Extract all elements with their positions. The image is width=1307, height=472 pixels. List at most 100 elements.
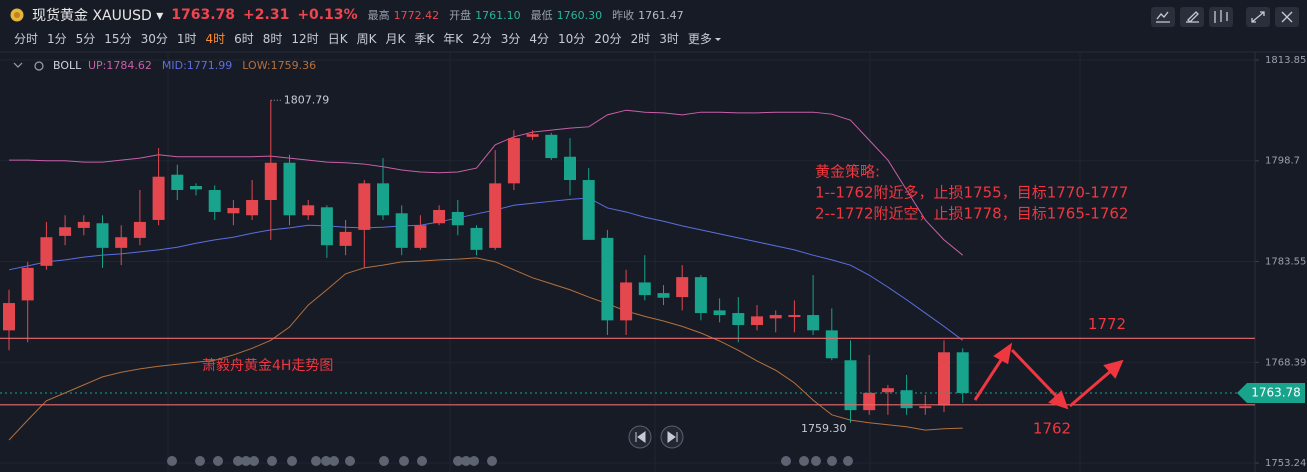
candle-body <box>657 293 670 298</box>
header: 现货黄金 XAUUSD ▾ 1763.78 +2.31 +0.13% 最高 177… <box>10 4 684 26</box>
legend-entry: MID:1771.99 <box>162 59 232 72</box>
stat-value: 1772.42 <box>393 8 440 22</box>
timeframe[interactable]: 15分 <box>104 32 132 46</box>
candle-body <box>582 180 595 240</box>
candle-body <box>620 282 633 321</box>
event-icon <box>461 456 471 466</box>
icon-collapse[interactable] <box>13 62 23 68</box>
prev-icon <box>635 431 646 443</box>
event-icon <box>241 456 251 466</box>
change: +2.31 <box>243 7 290 23</box>
timeframe[interactable]: 周K <box>356 32 377 46</box>
candle-body <box>433 209 446 224</box>
candle-body <box>227 207 240 214</box>
timeframe[interactable]: 3分 <box>500 32 521 46</box>
strategy-text: 2--1772附近空，止损1778，目标1765-1762 <box>815 205 1128 223</box>
toolbar-icons <box>1151 7 1299 27</box>
event-icon <box>379 456 389 466</box>
timeframe[interactable]: 季K <box>414 32 435 46</box>
arrow <box>973 356 1005 401</box>
timeframe[interactable]: 分时 <box>14 32 39 46</box>
event-icon <box>453 456 463 466</box>
event-icon <box>827 456 837 466</box>
stat-label: 开盘 <box>449 9 472 22</box>
candle-body <box>40 237 53 266</box>
stat: 昨收 1761.47 <box>610 7 684 23</box>
timeframe[interactable]: 4时 <box>205 32 226 46</box>
candle-body <box>881 388 894 393</box>
event-icons <box>167 456 853 466</box>
timeframe[interactable]: 2时 <box>630 32 651 46</box>
candle-body <box>470 227 483 250</box>
timeframe[interactable]: 3时 <box>659 32 679 46</box>
event-icon <box>329 456 339 466</box>
timeframe[interactable]: 20分 <box>594 32 622 46</box>
arrow-head <box>1103 359 1124 379</box>
icon-bg[interactable] <box>1180 7 1204 27</box>
candle-body <box>769 315 782 319</box>
icon-settings[interactable] <box>34 61 44 71</box>
symbol-name[interactable]: 现货黄金 XAUUSD ▾ <box>32 8 164 24</box>
event-icon <box>195 456 205 466</box>
legend-icons <box>13 61 44 71</box>
candle-body <box>900 390 913 409</box>
timeframe[interactable]: 更多 <box>688 30 722 47</box>
candle-body <box>507 138 520 184</box>
candle-body <box>489 183 502 248</box>
stat-value: 1760.30 <box>556 8 603 22</box>
timeframe[interactable]: 6时 <box>234 32 254 46</box>
timeframe[interactable]: 8时 <box>262 32 283 46</box>
timeframe[interactable]: 1时 <box>176 32 197 46</box>
icon-indicator[interactable] <box>1156 11 1170 23</box>
timeframe[interactable]: 12时 <box>291 32 319 46</box>
icon-bg[interactable] <box>1151 7 1175 27</box>
timeframe[interactable]: 4分 <box>529 32 549 46</box>
candle-body <box>59 227 72 236</box>
timeframe[interactable]: 月K <box>385 32 406 46</box>
candle-body <box>264 162 277 200</box>
stat: 最高 1772.42 <box>366 7 440 23</box>
candle-body <box>339 231 352 246</box>
candle-body <box>564 156 576 181</box>
candle-body <box>825 330 838 359</box>
indicator-name: BOLL <box>53 59 82 72</box>
candle-body <box>919 406 932 409</box>
timeframe[interactable]: 年K <box>443 32 464 46</box>
event-icon <box>287 456 297 466</box>
legend-entry: UP:1784.62 <box>88 59 152 72</box>
timeframe[interactable]: 1分 <box>47 32 67 46</box>
stat-value: 1761.47 <box>638 8 684 22</box>
event-icon <box>811 456 821 466</box>
icon-candles[interactable] <box>1214 10 1228 23</box>
candle-body <box>545 134 558 159</box>
event-icon <box>267 456 277 466</box>
timeframe[interactable]: 5分 <box>75 32 96 46</box>
icon-expand[interactable] <box>1251 11 1265 23</box>
icon-draw[interactable] <box>1186 11 1199 23</box>
candle-body <box>190 186 202 190</box>
band-line <box>8 257 963 441</box>
candle-body <box>676 277 689 298</box>
candle-body <box>115 237 128 248</box>
icon-close[interactable] <box>1281 11 1293 23</box>
candle-body <box>414 225 427 248</box>
timeframe[interactable]: 10分 <box>558 32 586 46</box>
stats: 最高 1772.42 开盘 1761.10 最低 1760.30 昨收 1761.47 <box>366 7 684 23</box>
candle-body <box>3 303 15 331</box>
timeframe[interactable]: 2分 <box>472 32 492 46</box>
min-label: 1759.30 <box>801 422 847 435</box>
timeframe[interactable]: 30分 <box>140 32 168 46</box>
candle-body <box>863 392 876 411</box>
candle-body <box>938 352 950 406</box>
timeframe[interactable]: 日K <box>327 32 348 46</box>
max-label: 1807.79 <box>284 93 330 106</box>
event-icon <box>469 456 479 466</box>
legend-entry: LOW:1759.36 <box>242 59 316 72</box>
candle-body <box>358 183 371 230</box>
event-icon <box>799 456 809 466</box>
y-tick-label: 1753.24 <box>1265 458 1306 469</box>
event-icon <box>213 456 223 466</box>
y-tick-label: 1783.55 <box>1265 257 1306 268</box>
